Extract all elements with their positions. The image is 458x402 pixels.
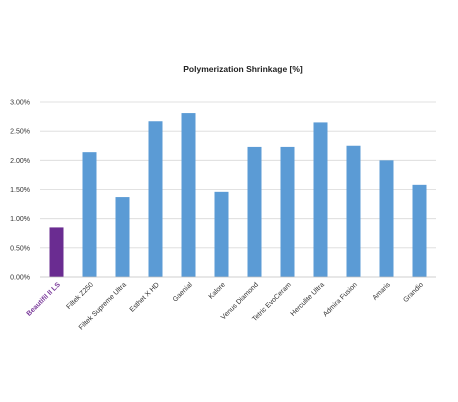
y-tick-label: 0.50% [10, 245, 30, 252]
x-tick-label: Esthet X HD [129, 281, 161, 313]
bar-kalore [214, 191, 229, 277]
bars [49, 113, 427, 278]
bar-venus-diamond [247, 146, 262, 277]
bar-beautifil-ii-ls [49, 227, 64, 277]
x-tick-label: Grandio [402, 281, 425, 304]
bar-grandio [412, 184, 427, 277]
x-tick-label: Filtek Z250 [65, 281, 95, 311]
gridlines [40, 101, 436, 249]
x-tick-label: Amaris [372, 281, 393, 302]
bar-herculite-ultra [313, 122, 328, 278]
bar-gaenial [181, 113, 196, 277]
y-tick-label: 3.00% [10, 100, 30, 107]
bar-admira-fusion [346, 145, 361, 277]
chart-title: Polymerization Shrinkage [%] [183, 64, 303, 74]
x-tick-label: Admira Fusion [322, 281, 359, 318]
x-tick-label: Gaenial [172, 281, 194, 303]
bar-filtek-supreme-ultra [115, 197, 130, 277]
y-tick-label: 2.00% [10, 158, 30, 165]
y-tick-label: 1.50% [10, 187, 30, 194]
bar-tetric-evoceram [280, 146, 295, 277]
y-tick-label: 0.00% [10, 275, 30, 282]
x-tick-label: Beautifil II LS [26, 281, 63, 318]
x-tick-label: Herculite Ultra [290, 281, 326, 317]
y-tick-label: 1.00% [10, 216, 30, 223]
bar-esthet-x-hd [148, 121, 163, 277]
y-tick-label: 2.50% [10, 129, 30, 136]
bar-filtek-z250 [82, 152, 97, 277]
bar-amaris [379, 160, 394, 277]
x-tick-label: Kalore [208, 281, 227, 300]
y-axis-ticks: 0.00% 0.50% 1.00% 1.50% 2.00% 2.50% 3.00% [10, 100, 30, 282]
